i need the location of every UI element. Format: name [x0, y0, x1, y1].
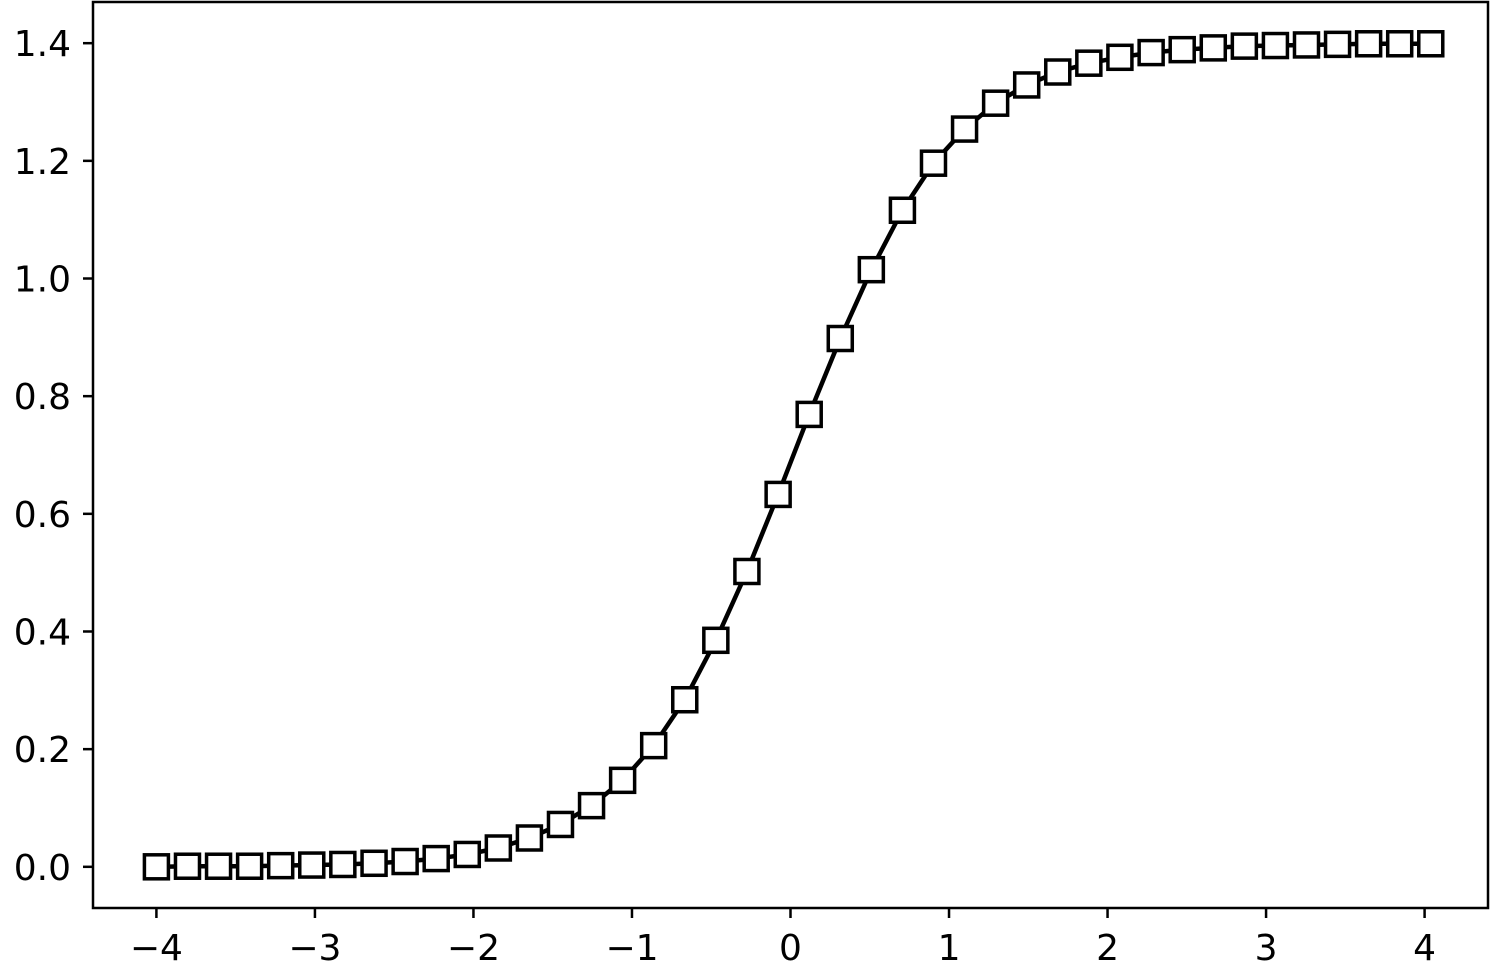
data-point-marker: [1230, 32, 1259, 60]
data-point-marker: [173, 852, 202, 880]
data-point-marker: [142, 853, 171, 881]
series-layer: [142, 30, 1445, 881]
data-point-marker: [1012, 71, 1041, 99]
data-point-marker: [1354, 30, 1383, 58]
data-point-marker: [515, 824, 544, 852]
data-point-marker: [795, 400, 823, 429]
data-point-marker: [1168, 35, 1196, 64]
data-point-marker: [1106, 43, 1134, 72]
data-point-marker: [1323, 30, 1352, 59]
y-tick-label: 0.4: [14, 612, 71, 653]
data-point-marker: [1137, 38, 1165, 67]
data-point-marker: [391, 847, 419, 876]
data-point-marker: [484, 834, 513, 862]
y-tick-label: 0.2: [14, 730, 71, 771]
x-tick-label: 3: [1255, 928, 1278, 969]
x-tick-label: −4: [130, 928, 183, 969]
x-axis: −4 −3 −2 −1 0 1 2 3 4: [130, 908, 1436, 969]
y-tick-label: 0.0: [14, 848, 71, 889]
y-tick-label: 1.0: [14, 260, 71, 301]
data-point-marker: [671, 685, 699, 714]
data-point-marker: [857, 255, 886, 284]
x-tick-label: 1: [938, 928, 961, 969]
data-point-marker: [546, 810, 575, 839]
data-point-marker: [204, 852, 233, 880]
x-tick-label: −3: [288, 928, 341, 969]
data-point-marker: [950, 115, 979, 143]
data-point-marker: [453, 840, 482, 869]
data-point-marker: [1261, 31, 1290, 60]
x-tick-label: 0: [779, 928, 802, 969]
y-tick-label: 0.6: [14, 495, 71, 536]
data-point-marker: [608, 766, 637, 795]
data-point-marker: [1075, 49, 1103, 77]
y-tick-label: 1.4: [14, 24, 71, 65]
x-tick-label: −1: [605, 928, 658, 969]
data-point-marker: [733, 557, 761, 586]
data-point-marker: [1417, 30, 1445, 58]
y-axis: 0.0 0.2 0.4 0.6 0.8 1.0 1.2 1.4: [14, 24, 93, 889]
data-point-marker: [266, 851, 295, 880]
data-point-marker: [919, 149, 948, 177]
x-tick-label: −2: [447, 928, 500, 969]
data-point-marker: [1044, 58, 1072, 86]
x-tick-label: 4: [1413, 928, 1436, 969]
data-point-marker: [329, 850, 357, 879]
data-point-marker: [639, 731, 668, 760]
y-tick-label: 0.8: [14, 377, 71, 418]
data-point-marker: [702, 626, 730, 655]
plot-area: [91, 0, 1490, 910]
data-point-marker: [1292, 31, 1321, 59]
x-tick-label: 2: [1096, 928, 1119, 969]
data-point-marker: [826, 324, 855, 353]
y-tick-label: 1.2: [14, 142, 71, 183]
data-point-marker: [888, 196, 917, 225]
data-point-marker: [764, 480, 792, 509]
data-point-marker: [981, 89, 1010, 117]
data-point-marker: [1385, 30, 1414, 58]
data-point-marker: [422, 844, 450, 873]
data-point-marker: [1199, 34, 1228, 62]
data-point-marker: [360, 849, 388, 878]
data-point-marker: [298, 851, 326, 879]
data-point-marker: [577, 791, 606, 820]
data-point-marker: [235, 852, 264, 880]
